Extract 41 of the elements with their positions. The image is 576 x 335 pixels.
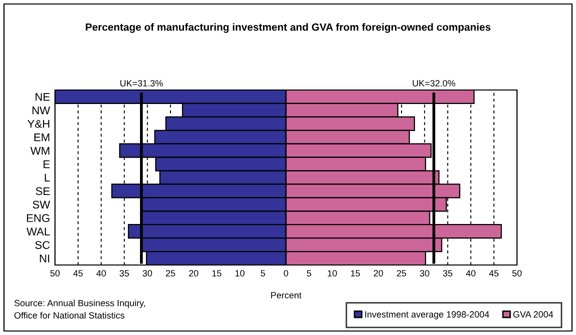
x-tick-label: 50 [50,270,60,276]
y-tick-label: WM [30,146,50,155]
x-tick-label: 45 [73,270,83,276]
x-tick-label: 35 [443,270,452,276]
y-tick-label: SW [32,200,50,209]
x-tick-label: 0 [284,270,288,276]
x-tick-label: 40 [466,270,476,276]
y-tick-label: Y&H [28,120,50,128]
x-tick-label: 50 [512,270,522,276]
x-tick-label: 45 [489,270,499,276]
y-tick-label: NI [40,254,50,262]
x-tick-label: 5 [306,270,312,276]
y-tick-label: ENG [26,214,50,222]
x-tick-label: 25 [166,270,176,276]
ref-line-label: UK=31.3% [120,80,163,86]
y-tick-label: L [44,174,50,182]
x-tick-label: 10 [328,270,337,276]
y-tick-label: EM [34,133,50,142]
x-tick-label: 5 [260,270,266,276]
legend-label: Investment average 1998-2004 [365,311,490,320]
x-tick-label: 20 [189,270,198,276]
x-axis-title: Percent [271,292,302,298]
legend-label: GVA 2004 [513,311,554,318]
y-tick-label: NE [36,93,50,101]
x-tick-label: 30 [142,270,152,276]
x-tick-label: 20 [374,270,384,276]
x-tick-label: 25 [396,270,406,276]
y-tick-label: SC [35,241,50,249]
source-note: Source: Annual Business Inquiry, Office for National Statistics [14,300,146,319]
x-tick-label: 30 [420,270,430,276]
x-tick-label: 35 [120,270,129,276]
chart-title: Percentage of manufacturing investment and GVA from foreign-owned companies [86,23,490,33]
x-tick-label: 40 [96,270,106,276]
x-tick-label: 15 [212,270,222,276]
y-tick-label: E [44,160,50,168]
y-tick-label: SE [36,187,50,196]
y-tick-label: NW [32,106,50,114]
x-tick-label: 10 [235,270,244,276]
y-tick-label: WAL [26,228,50,236]
x-tick-label: 15 [350,270,360,276]
ref-line-label: UK=32.0% [412,80,456,86]
